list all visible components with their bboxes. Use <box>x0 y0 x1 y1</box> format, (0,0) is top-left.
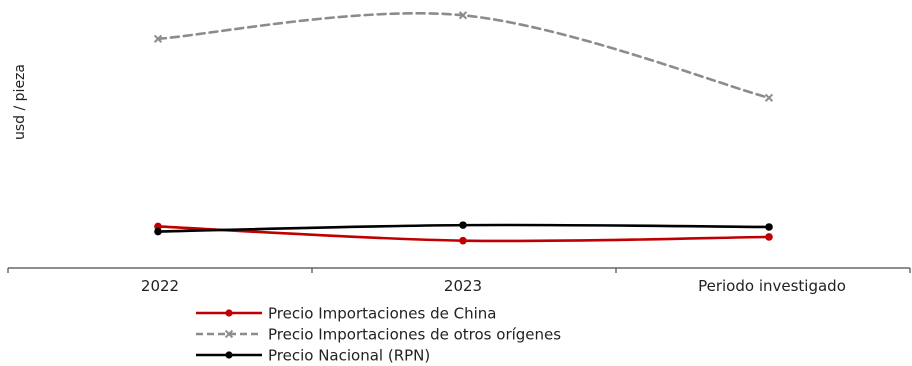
data-point-nacional <box>765 223 773 231</box>
x-tick-label: Periodo investigado <box>698 277 846 295</box>
legend-item-china: Precio Importaciones de China <box>196 305 496 323</box>
legend-x-marker-stroke <box>224 329 234 339</box>
legend-swatch-marker <box>225 309 233 317</box>
x-axis-labels: 2022 2023 Periodo investigado <box>141 277 846 295</box>
legend-label: Precio Importaciones de otros orígenes <box>268 326 561 344</box>
legend-item-nacional: Precio Nacional (RPN) <box>196 347 430 365</box>
data-point-otros-origenes-stroke <box>764 93 774 102</box>
data-point-china <box>765 233 773 241</box>
legend-swatch-marker <box>224 329 234 339</box>
data-point-otros-origenes-stroke <box>153 34 163 43</box>
x-tick-label: 2023 <box>444 277 482 295</box>
data-point-otros-origenes <box>458 11 468 20</box>
legend-label: Precio Nacional (RPN) <box>268 347 430 365</box>
legend-label: Precio Importaciones de China <box>268 305 496 323</box>
data-point-nacional <box>154 227 162 236</box>
data-point-china <box>459 236 467 245</box>
y-axis-title: usd / pieza <box>12 64 28 140</box>
x-tick-label: 2022 <box>141 277 179 295</box>
x-axis <box>7 267 911 273</box>
data-point-nacional <box>459 221 467 229</box>
legend-swatch-marker <box>225 351 233 359</box>
legend-x-marker <box>224 329 234 339</box>
series-line-otros-origenes <box>156 12 771 100</box>
legend: Precio Importaciones de China Precio Imp… <box>196 305 561 365</box>
data-point-otros-origenes <box>153 34 163 43</box>
data-point-otros-origenes <box>764 93 774 102</box>
data-point-otros-origenes-stroke <box>458 11 468 20</box>
series-layer <box>153 11 774 245</box>
legend-item-otros: Precio Importaciones de otros orígenes <box>196 326 561 344</box>
